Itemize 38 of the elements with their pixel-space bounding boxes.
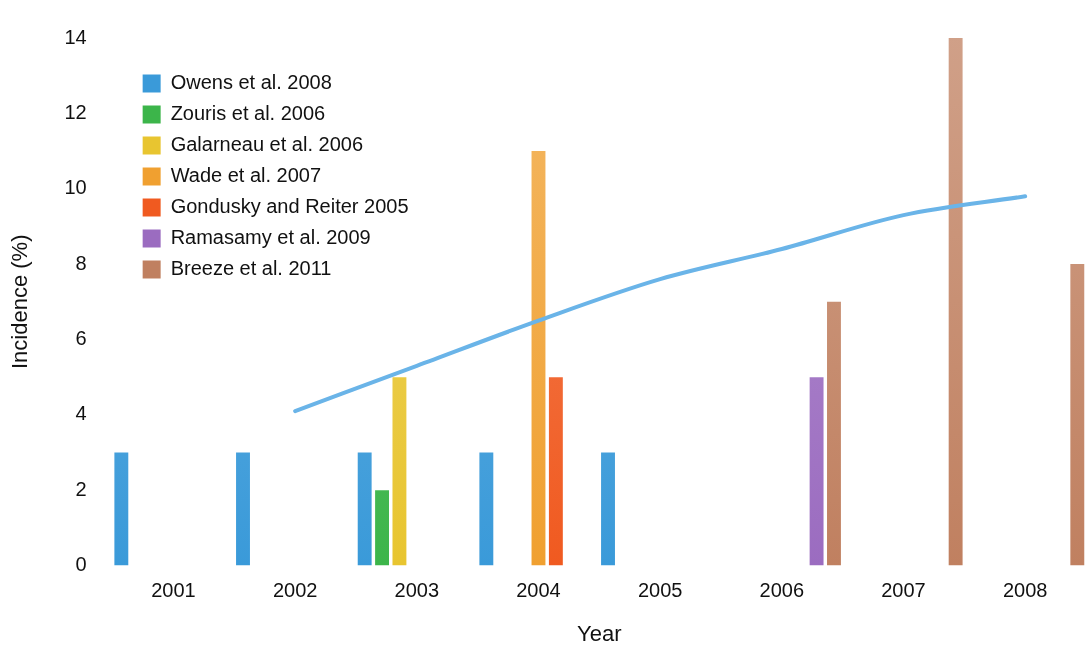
bar bbox=[948, 38, 963, 566]
x-tick-label: 2006 bbox=[759, 579, 805, 602]
legend-label: Zouris et al. 2006 bbox=[170, 102, 326, 125]
x-tick-label: 2003 bbox=[394, 579, 440, 602]
bar bbox=[375, 490, 390, 566]
bar bbox=[392, 377, 407, 566]
bar bbox=[357, 452, 372, 566]
x-tick-label: 2007 bbox=[881, 579, 926, 602]
x-tick-label: 2002 bbox=[272, 579, 318, 602]
legend-label: Breeze et al. 2011 bbox=[170, 257, 332, 280]
bar bbox=[531, 151, 546, 566]
y-tick-label: 14 bbox=[64, 25, 87, 48]
y-tick-label: 12 bbox=[64, 100, 87, 123]
bar bbox=[809, 377, 824, 566]
bar bbox=[479, 452, 494, 566]
y-tick-label: 8 bbox=[75, 251, 87, 274]
bar bbox=[601, 452, 615, 566]
y-tick-label: 10 bbox=[64, 176, 87, 199]
legend-label: Ramasamy et al. 2009 bbox=[170, 226, 371, 249]
y-tick-label: 4 bbox=[75, 402, 87, 425]
x-tick-label: 2001 bbox=[151, 579, 196, 602]
bar bbox=[1070, 264, 1085, 566]
bar bbox=[548, 377, 563, 566]
y-tick-label: 2 bbox=[75, 477, 87, 500]
legend-label: Wade et al. 2007 bbox=[170, 164, 322, 187]
legend-label: Galarneau et al. 2006 bbox=[170, 133, 364, 156]
y-axis-title: Incidence (%) bbox=[7, 234, 33, 370]
y-tick-label: 6 bbox=[75, 327, 87, 349]
bar bbox=[827, 301, 841, 566]
x-tick-label: 2005 bbox=[637, 579, 683, 602]
bar bbox=[236, 452, 250, 566]
legend-label: Owens et al. 2008 bbox=[170, 71, 332, 94]
x-axis-title: Year bbox=[577, 620, 622, 646]
x-tick-label: 2004 bbox=[516, 579, 561, 602]
bar bbox=[114, 452, 129, 566]
x-tick-label: 2008 bbox=[1002, 579, 1048, 602]
y-tick-label: 0 bbox=[75, 553, 87, 576]
legend-label: Gondusky and Reiter 2005 bbox=[170, 195, 409, 218]
